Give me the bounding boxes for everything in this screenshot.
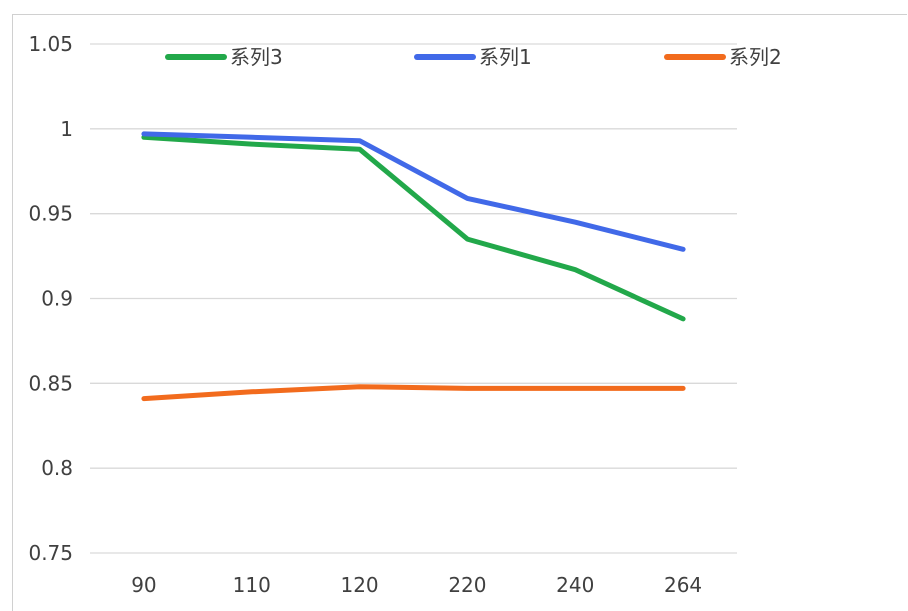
x-tick-label: 110 (233, 573, 271, 597)
x-axis-ticks: 90 110 120 220 240 264 (131, 573, 702, 597)
y-tick-label: 1.05 (28, 32, 73, 56)
y-tick-label: 0.95 (28, 202, 73, 226)
series-line-2 (141, 131, 686, 252)
legend-label: 系列1 (479, 45, 532, 69)
legend-label: 系列3 (230, 45, 283, 69)
x-tick-label: 264 (664, 573, 702, 597)
y-tick-label: 0.85 (28, 371, 73, 395)
legend-item: 系列1 (414, 45, 532, 69)
x-tick-label: 120 (340, 573, 378, 597)
y-axis-ticks: 0.75 0.8 0.85 0.9 0.95 1 1.05 (28, 32, 73, 565)
y-tick-label: 0.9 (41, 287, 73, 311)
legend-item: 系列2 (664, 45, 782, 69)
y-tick-label: 0.75 (28, 541, 73, 565)
series-line-3 (141, 384, 686, 402)
legend: 系列3 系列1 系列2 (165, 45, 782, 69)
x-tick-label: 220 (448, 573, 486, 597)
y-tick-label: 1 (60, 117, 73, 141)
gridlines (90, 43, 737, 554)
series-lines (141, 131, 686, 402)
legend-item: 系列3 (165, 45, 283, 69)
series-line-1 (141, 134, 686, 322)
chart-frame (12, 14, 907, 611)
legend-label: 系列2 (729, 45, 782, 69)
x-tick-label: 240 (556, 573, 594, 597)
y-tick-label: 0.8 (41, 456, 73, 480)
x-tick-label: 90 (131, 573, 156, 597)
